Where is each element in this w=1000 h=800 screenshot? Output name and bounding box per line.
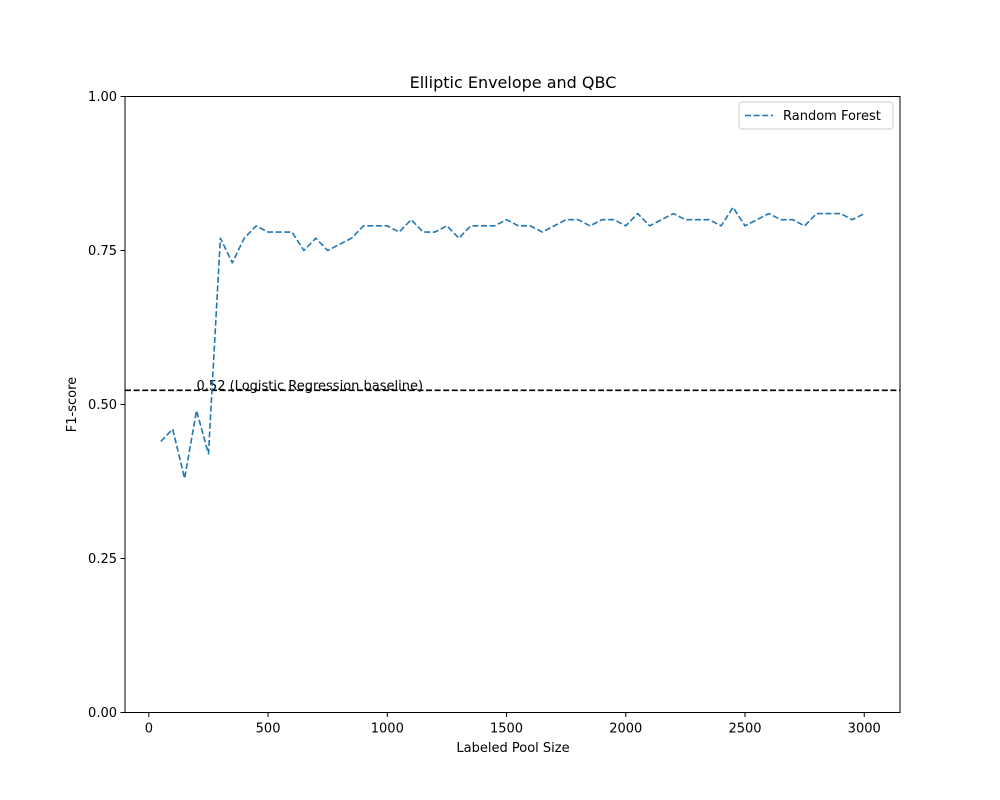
x-axis: 0 500 1000 1500 2000 2500 3000 <box>145 712 881 737</box>
x-axis-label: Labeled Pool Size <box>456 741 569 756</box>
baseline-layer: 0.52 (Logistic Regression baseline) <box>125 379 900 394</box>
series-layer <box>160 206 865 480</box>
plot-area <box>125 96 900 713</box>
x-tick-label: 0 <box>145 722 153 737</box>
y-tick-label: 0.00 <box>88 706 117 721</box>
plot-background <box>125 96 900 713</box>
x-tick-label: 2000 <box>609 722 642 737</box>
legend: Random Forest <box>738 101 894 130</box>
y-axis-label: F1-score <box>65 377 80 432</box>
legend-label-random-forest: Random Forest <box>783 109 881 124</box>
legend-box <box>738 101 894 130</box>
x-tick-label: 500 <box>256 722 281 737</box>
x-tick-label: 1500 <box>490 722 523 737</box>
y-tick-label: 0.75 <box>88 244 117 259</box>
chart-title: Elliptic Envelope and QBC <box>410 73 617 92</box>
y-tick-label: 0.50 <box>88 398 117 413</box>
series-line-random-forest <box>160 206 865 480</box>
y-tick-label: 1.00 <box>88 90 117 105</box>
x-tick-label: 2500 <box>728 722 761 737</box>
x-tick-label: 1000 <box>371 722 404 737</box>
y-tick-label: 0.25 <box>88 552 117 567</box>
y-axis: 0.00 0.25 0.50 0.75 1.00 <box>88 90 125 721</box>
baseline-annotation: 0.52 (Logistic Regression baseline) <box>197 379 424 394</box>
x-tick-label: 3000 <box>848 722 881 737</box>
